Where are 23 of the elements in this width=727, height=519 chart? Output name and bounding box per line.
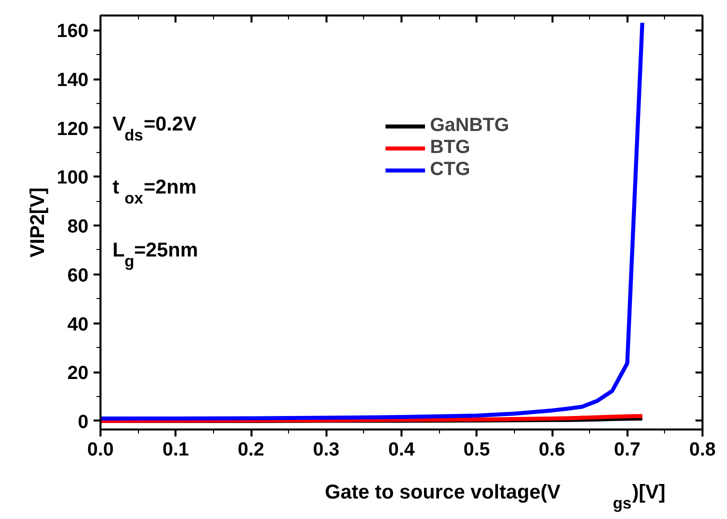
legend-label: CTG [430, 159, 470, 181]
y-tick-label: 80 [67, 216, 89, 238]
legend-label: BTG [430, 137, 470, 159]
x-tick-label: 0.1 [162, 440, 190, 460]
x-tick-label: 0.5 [464, 440, 490, 460]
y-tick-label: 60 [67, 265, 89, 286]
x-tick-label: 0.4 [388, 440, 416, 460]
y-tick-label: 140 [56, 70, 88, 92]
x-tick-label: 0.0 [87, 440, 114, 460]
y-tick-label: 0 [78, 412, 89, 433]
x-tick-label: 0.7 [614, 440, 640, 460]
x-tick-label: 0.8 [689, 440, 716, 460]
y-tick-label: 100 [56, 168, 88, 189]
line-series [100, 20, 644, 421]
y-axis-title: VIP2[V] [26, 187, 49, 258]
x-tick-label: 0.6 [538, 440, 566, 460]
y-tick-label: 20 [67, 363, 89, 384]
y-tick-label: 40 [67, 314, 89, 336]
y-tick-label: 120 [56, 118, 88, 140]
x-tick-label: 0.3 [313, 440, 340, 460]
legend-label: GaNBTG [430, 115, 510, 137]
x-tick-label: 0.2 [238, 440, 264, 460]
y-tick-label: 160 [56, 21, 88, 42]
